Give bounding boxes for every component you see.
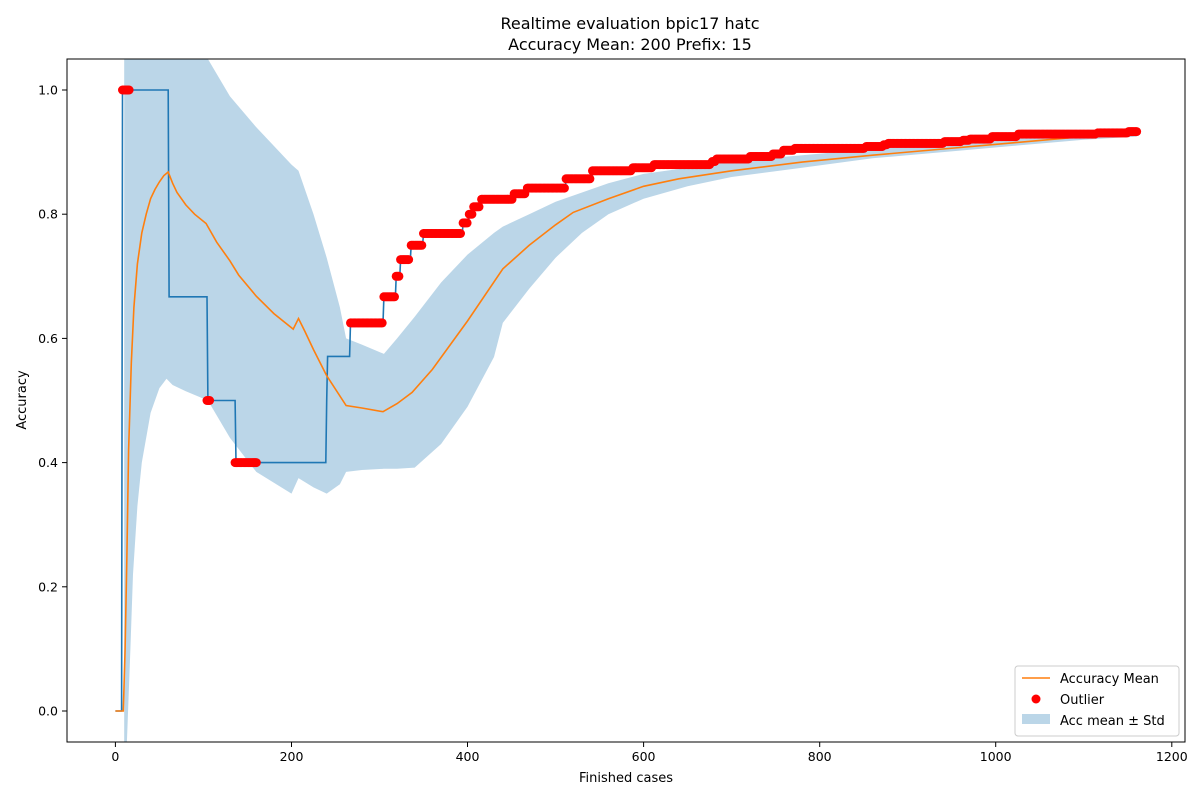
- x-axis-ticks: 0 200 400 600 800 1000 1200: [111, 742, 1188, 764]
- chart-subtitle: Accuracy Mean: 200 Prefix: 15: [508, 35, 752, 54]
- x-tick-label: 0: [111, 749, 119, 764]
- x-tick-label: 400: [456, 749, 480, 764]
- outlier-markers: [118, 85, 1142, 468]
- outlier-point: [124, 85, 134, 95]
- outlier-point: [251, 458, 261, 468]
- x-tick-label: 600: [632, 749, 656, 764]
- x-tick-label: 1200: [1156, 749, 1188, 764]
- outlier-point: [417, 240, 427, 250]
- y-tick-label: 0.6: [38, 331, 58, 346]
- outlier-point: [205, 396, 215, 405]
- x-tick-label: 800: [808, 749, 832, 764]
- outlier-point: [1132, 127, 1142, 137]
- y-tick-label: 0.4: [38, 455, 58, 470]
- y-tick-label: 0.0: [38, 704, 58, 719]
- legend-box: [1014, 665, 1180, 737]
- outlier-point: [377, 318, 387, 328]
- x-tick-label: 1000: [980, 749, 1012, 764]
- outlier-point: [404, 255, 414, 265]
- outlier-point: [462, 218, 472, 228]
- accuracy-mean-line: [115, 130, 1137, 712]
- outlier-point: [559, 183, 569, 193]
- outlier-point: [390, 292, 399, 302]
- y-tick-label: 0.8: [38, 207, 58, 222]
- legend-outlier-label: Outlier: [1060, 693, 1105, 708]
- outlier-point: [456, 229, 465, 238]
- chart-title: Realtime evaluation bpic17 hatc: [501, 14, 760, 33]
- y-axis-label: Accuracy: [15, 370, 30, 430]
- outlier-point: [585, 174, 595, 184]
- legend-mean-label: Accuracy Mean: [1060, 672, 1159, 687]
- legend-band-swatch: [1022, 714, 1050, 724]
- outlier-point: [467, 209, 477, 219]
- outlier-point: [474, 202, 484, 212]
- legend: Accuracy Mean Outlier Acc mean ± Std: [1014, 665, 1180, 737]
- plot-frame: [66, 58, 1186, 743]
- x-axis-label: Finished cases: [579, 771, 673, 786]
- legend-band-label: Acc mean ± Std: [1060, 714, 1165, 729]
- legend-outlier-swatch: [1031, 694, 1041, 704]
- plot-area: [115, 59, 1142, 742]
- outlier-point: [394, 271, 404, 281]
- x-tick-label: 200: [280, 749, 304, 764]
- y-tick-label: 0.2: [38, 579, 58, 594]
- y-tick-label: 1.0: [38, 83, 58, 98]
- y-axis-ticks: 0.0 0.2 0.4 0.6 0.8 1.0: [38, 83, 67, 719]
